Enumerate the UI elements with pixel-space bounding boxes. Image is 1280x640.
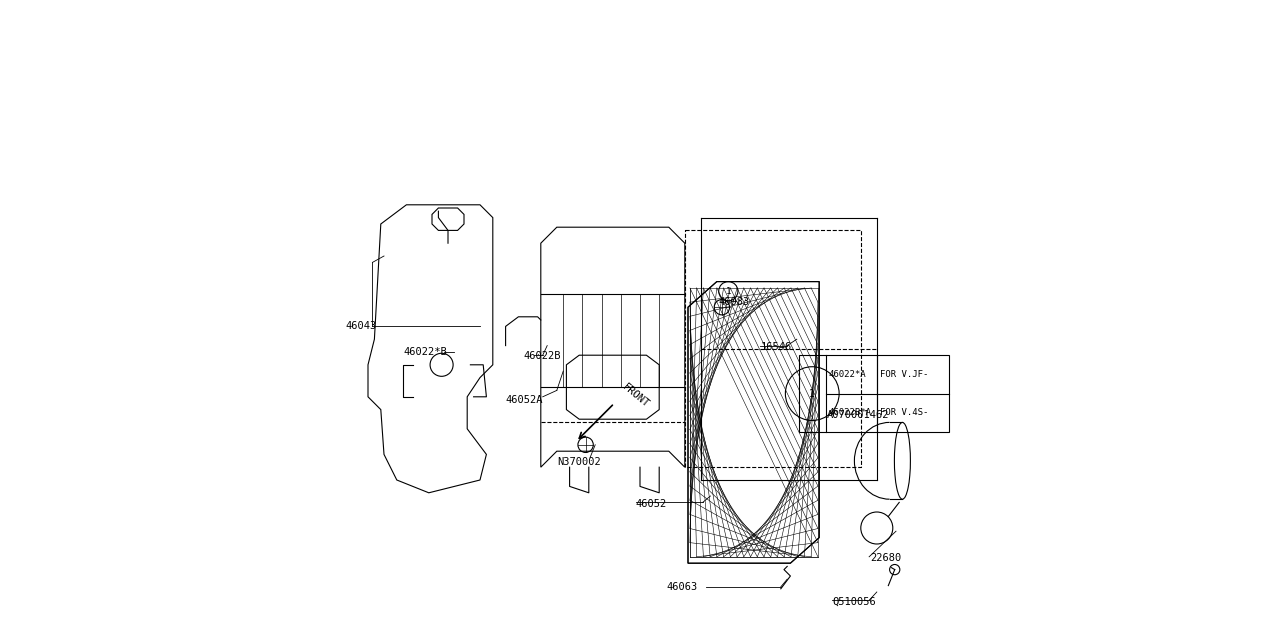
Text: FOR V.4S-: FOR V.4S- xyxy=(879,408,928,417)
Text: 46063: 46063 xyxy=(667,582,698,592)
Text: 1: 1 xyxy=(726,287,731,296)
Text: 46022B: 46022B xyxy=(524,351,561,362)
Text: 46022*A: 46022*A xyxy=(829,370,867,379)
Text: 46083: 46083 xyxy=(718,297,749,307)
Text: A070001462: A070001462 xyxy=(827,410,890,420)
Text: FOR V.JF-: FOR V.JF- xyxy=(879,370,928,379)
Text: 46052A: 46052A xyxy=(506,395,543,405)
Text: 46052: 46052 xyxy=(635,499,667,509)
Text: 46022B*A: 46022B*A xyxy=(829,408,872,417)
Bar xyxy=(799,355,950,432)
Text: 46022*B: 46022*B xyxy=(403,347,447,357)
Text: 22680: 22680 xyxy=(870,553,901,563)
Text: 46043: 46043 xyxy=(346,321,376,332)
Text: Q510056: Q510056 xyxy=(832,596,876,607)
Text: N370002: N370002 xyxy=(557,457,600,467)
Text: 1: 1 xyxy=(809,388,815,399)
Text: 16546: 16546 xyxy=(760,342,791,352)
Text: FRONT: FRONT xyxy=(621,382,652,410)
